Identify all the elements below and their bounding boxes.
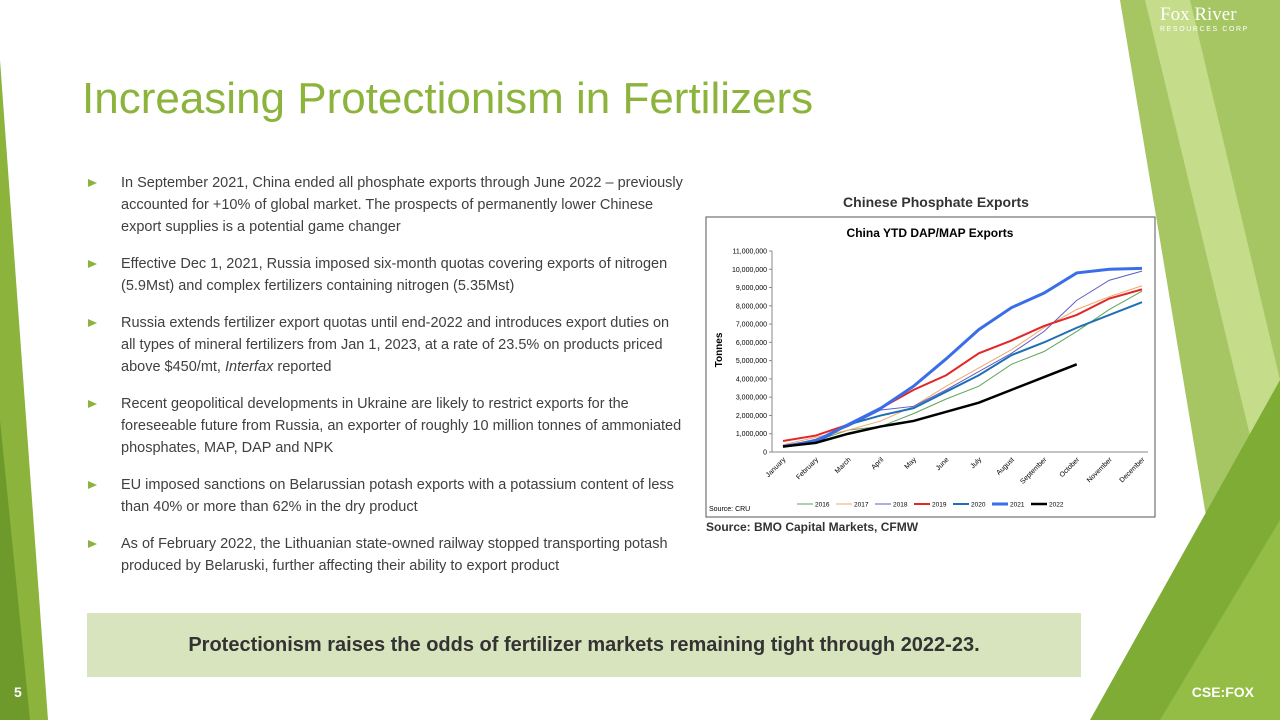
- shape: [1145, 0, 1280, 560]
- bullet: In September 2021, China ended all phosp…: [86, 172, 686, 238]
- chart-caption: Chinese Phosphate Exports: [843, 194, 1029, 210]
- bullet-list: In September 2021, China ended all phosp…: [86, 172, 686, 592]
- y-tick-label: 9,000,000: [736, 285, 767, 292]
- source: Source: CRU: [709, 506, 750, 513]
- y-tick-label: 6,000,000: [736, 340, 767, 347]
- text: Interfax: [225, 359, 274, 375]
- y-tick-label: 11,000,000: [732, 249, 767, 256]
- y-tick-label: 7,000,000: [736, 322, 767, 329]
- page-number: 5: [14, 684, 22, 700]
- bullet: Russia extends fertilizer export quotas …: [86, 312, 686, 378]
- ticker: CSE:FOX: [1191, 684, 1254, 700]
- y-tick-label: 10,000,000: [732, 267, 767, 274]
- text: reported: [273, 359, 332, 375]
- y-axis-label: Tonnes: [714, 332, 725, 367]
- text: Russia extends fertilizer export quotas …: [121, 315, 670, 375]
- shape: [1160, 520, 1280, 720]
- legend-label: 2020: [971, 502, 986, 509]
- chart-frame: [705, 216, 1156, 518]
- logo-name: Fox River: [1160, 4, 1237, 25]
- legend-label: 2018: [893, 502, 908, 509]
- bullet: As of February 2022, the Lithuanian stat…: [86, 533, 686, 577]
- title: Increasing Protectionism in Fertilizers: [82, 74, 814, 123]
- shape: [0, 420, 30, 720]
- bullet: Recent geopolitical developments in Ukra…: [86, 393, 686, 459]
- legend-label: 2016: [815, 502, 830, 509]
- legend-label: 2021: [1010, 502, 1025, 509]
- chart-title: China YTD DAP/MAP Exports: [847, 226, 1014, 240]
- y-tick-label: 8,000,000: [736, 303, 767, 310]
- bullet: Effective Dec 1, 2021, Russia imposed si…: [86, 253, 686, 297]
- line-series: [782, 285, 1143, 446]
- line-series: [782, 363, 1078, 448]
- legend-label: 2022: [1049, 502, 1064, 509]
- legend-label: 2019: [932, 502, 947, 509]
- y-tick-label: 3,000,000: [736, 395, 767, 402]
- line-series: [782, 266, 1143, 448]
- y-tick-label: 4,000,000: [736, 376, 767, 383]
- y-tick-label: 2,000,000: [736, 413, 767, 420]
- logo-tagline: RESOURCES CORP: [1160, 26, 1249, 33]
- line-series: [782, 290, 1143, 448]
- y-tick-label: 5,000,000: [736, 358, 767, 365]
- legend-label: 2017: [854, 502, 869, 509]
- y-tick-label: 1,000,000: [736, 431, 767, 438]
- chart-source: Source: BMO Capital Markets, CFMW: [706, 520, 919, 534]
- callout: Protectionism raises the odds of fertili…: [87, 613, 1081, 677]
- logo: Fox River RESOURCES CORP: [1160, 4, 1249, 33]
- y-tick-label: 0: [763, 450, 767, 457]
- bullet: EU imposed sanctions on Belarussian pota…: [86, 474, 686, 518]
